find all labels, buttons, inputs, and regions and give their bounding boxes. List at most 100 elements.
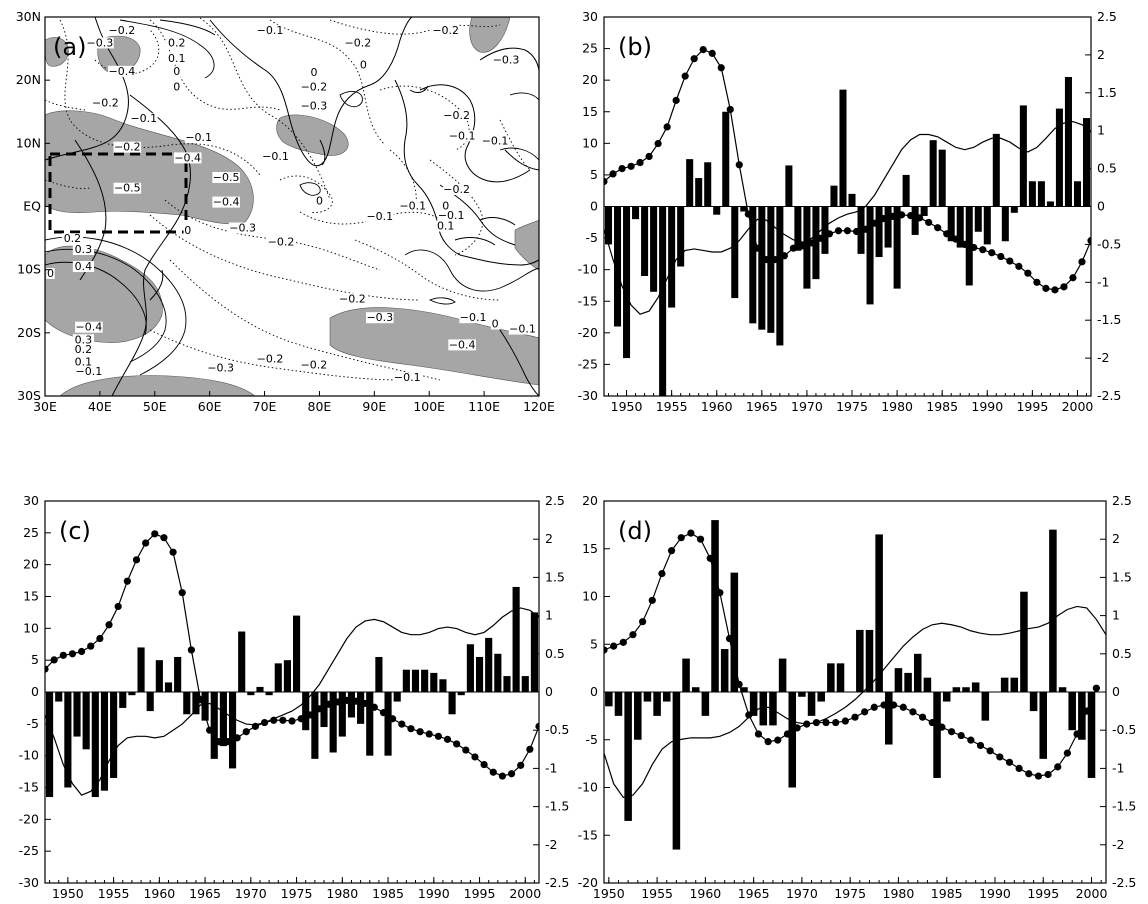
contour-label-bg bbox=[366, 312, 394, 324]
x-tick-label: 1995 bbox=[464, 886, 496, 901]
contour-label-bg bbox=[490, 318, 500, 330]
bar bbox=[521, 676, 529, 692]
contour-label-bg bbox=[91, 97, 120, 109]
line-marker bbox=[1044, 770, 1052, 779]
line-marker bbox=[233, 734, 241, 742]
line-marker bbox=[834, 227, 843, 235]
line-marker bbox=[604, 177, 608, 186]
contour-label: 0.1 bbox=[75, 355, 93, 368]
x-tick-label: 1960 bbox=[143, 886, 175, 901]
y-left-tick-label: 0 bbox=[590, 684, 598, 699]
x-tick-label: 1985 bbox=[926, 399, 958, 414]
bar bbox=[402, 669, 410, 692]
line-marker bbox=[716, 589, 724, 597]
contour-label: −0.1 bbox=[76, 365, 103, 378]
panel-label: (c) bbox=[59, 517, 91, 545]
contour-label-bg bbox=[366, 211, 394, 223]
y-right-tick-label: -0.5 bbox=[1112, 722, 1136, 737]
y-left-tick-label: 25 bbox=[23, 525, 39, 540]
line-marker bbox=[629, 631, 637, 639]
line-marker bbox=[87, 642, 95, 650]
bar bbox=[82, 692, 90, 750]
contour-label: 0 bbox=[492, 318, 499, 331]
lat-tick-label: 10N bbox=[16, 135, 41, 150]
contour-label: −0.1 bbox=[130, 112, 157, 125]
x-tick-label: 1975 bbox=[834, 886, 866, 901]
y-left-tick-label: -20 bbox=[19, 811, 39, 826]
contour-label-bg bbox=[108, 65, 136, 77]
contour-label: 0.2 bbox=[168, 36, 186, 49]
x-tick-label: 1970 bbox=[235, 886, 267, 901]
line-marker bbox=[334, 698, 342, 706]
contour-label: −0.4 bbox=[449, 338, 476, 351]
x-tick-label: 1975 bbox=[836, 399, 868, 414]
bar bbox=[947, 206, 955, 242]
contour-label-bg bbox=[435, 220, 457, 232]
bar bbox=[682, 658, 690, 692]
line-marker bbox=[169, 548, 177, 556]
line-marker bbox=[45, 665, 49, 673]
contour-label-bg bbox=[300, 100, 328, 112]
bar bbox=[758, 206, 766, 330]
line-marker bbox=[315, 705, 324, 713]
y-left-tick-label: -25 bbox=[19, 843, 39, 858]
contour-label: −0.1 bbox=[366, 210, 393, 223]
line-marker bbox=[59, 651, 67, 659]
contour-label: −0.1 bbox=[257, 24, 284, 37]
contour-label-bg bbox=[448, 130, 476, 142]
lon-tick-label: 80E bbox=[308, 399, 332, 414]
line-marker bbox=[471, 753, 479, 761]
bar bbox=[902, 174, 910, 207]
bar bbox=[329, 692, 337, 753]
contour-label-bg bbox=[72, 261, 95, 273]
y-left-tick-label: 0 bbox=[590, 199, 598, 214]
line-marker bbox=[1092, 684, 1100, 692]
y-left-tick-label: 15 bbox=[582, 104, 598, 119]
bar bbox=[659, 206, 667, 396]
bar bbox=[788, 692, 797, 788]
y-right-tick-label: 2.5 bbox=[1112, 493, 1132, 508]
line-marker bbox=[1105, 195, 1112, 202]
contour-label: −0.4 bbox=[213, 196, 240, 209]
y-right-tick-label: -2 bbox=[545, 837, 557, 852]
contour-label: 0 bbox=[316, 194, 323, 207]
contour-label-bg bbox=[212, 171, 240, 183]
y-left-tick-label: -15 bbox=[578, 827, 598, 842]
x-tick-label: 1995 bbox=[1027, 886, 1059, 901]
line-marker bbox=[1042, 284, 1050, 292]
line-marker bbox=[997, 252, 1005, 261]
bar bbox=[875, 534, 883, 692]
contour-label-bg bbox=[431, 24, 460, 36]
contour-label: −0.1 bbox=[482, 134, 509, 147]
contour-label: 0 bbox=[360, 59, 367, 72]
bar bbox=[962, 687, 970, 692]
y-right-tick-label: -2.5 bbox=[545, 875, 569, 890]
bar bbox=[494, 653, 502, 692]
bar bbox=[875, 206, 883, 258]
line-marker bbox=[1006, 257, 1014, 265]
line-marker bbox=[361, 699, 369, 708]
line-marker bbox=[96, 634, 104, 643]
bar bbox=[302, 692, 310, 731]
line-marker bbox=[489, 768, 497, 776]
bar bbox=[740, 206, 748, 212]
y-left-tick-label: -20 bbox=[578, 325, 598, 340]
y-right-tick-label: -0.5 bbox=[1097, 236, 1121, 251]
bar bbox=[46, 692, 54, 798]
bar bbox=[1010, 677, 1019, 692]
contour-label-bg bbox=[72, 334, 95, 346]
contour-label: −0.4 bbox=[174, 151, 201, 164]
x-tick-label: 1970 bbox=[786, 886, 818, 901]
contour-label-bg bbox=[72, 243, 95, 255]
bar bbox=[929, 140, 937, 207]
bar bbox=[848, 193, 856, 207]
contour-label-bg bbox=[267, 236, 295, 248]
contour-label: −0.2 bbox=[114, 141, 141, 154]
contour-label-bg bbox=[72, 356, 95, 368]
line-marker bbox=[636, 158, 644, 167]
x-tick-label: 1980 bbox=[883, 886, 915, 901]
contour-label-bg bbox=[492, 54, 520, 66]
bar bbox=[720, 649, 729, 692]
bar bbox=[983, 206, 991, 245]
line-marker bbox=[816, 234, 825, 242]
